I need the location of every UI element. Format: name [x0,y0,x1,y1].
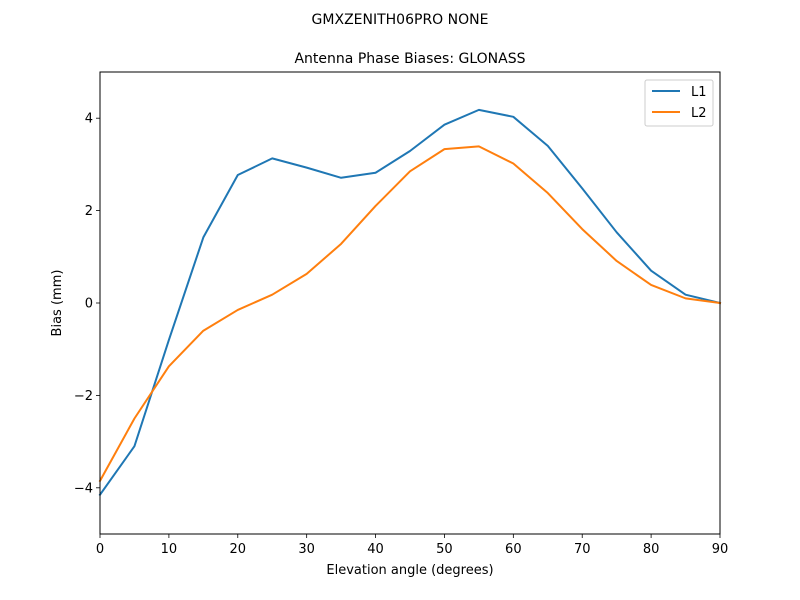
figure-suptitle: GMXZENITH06PRO NONE [312,12,489,28]
x-tick-label: 10 [161,542,178,557]
legend-label-l2: L2 [691,106,707,121]
y-tick-label: −4 [74,481,93,496]
x-tick-label: 40 [367,542,384,557]
legend-label-l1: L1 [691,85,707,100]
y-axis-ticks: −4 −2 0 2 4 [74,112,100,496]
x-tick-label: 20 [230,542,247,557]
x-tick-label: 80 [643,542,660,557]
y-tick-label: 2 [85,204,93,219]
x-tick-label: 70 [574,542,591,557]
y-tick-label: 0 [85,297,93,312]
x-tick-label: 0 [96,542,104,557]
x-tick-label: 30 [298,542,315,557]
chart-title: Antenna Phase Biases: GLONASS [294,51,525,67]
axes-frame [99,71,721,535]
series-line-l1 [98,108,722,497]
series-line-l2 [98,145,722,483]
x-axis-ticks: 0 10 20 30 40 50 60 70 80 90 [96,534,728,557]
x-tick-label: 60 [505,542,522,557]
y-axis-label: Bias (mm) [50,270,65,337]
y-tick-label: 4 [85,112,93,127]
plot-area [98,71,722,535]
x-axis-label: Elevation angle (degrees) [326,563,493,578]
x-tick-label: 90 [712,542,729,557]
series-layer [98,108,722,497]
x-tick-label: 50 [436,542,453,557]
y-tick-label: −2 [74,389,93,404]
